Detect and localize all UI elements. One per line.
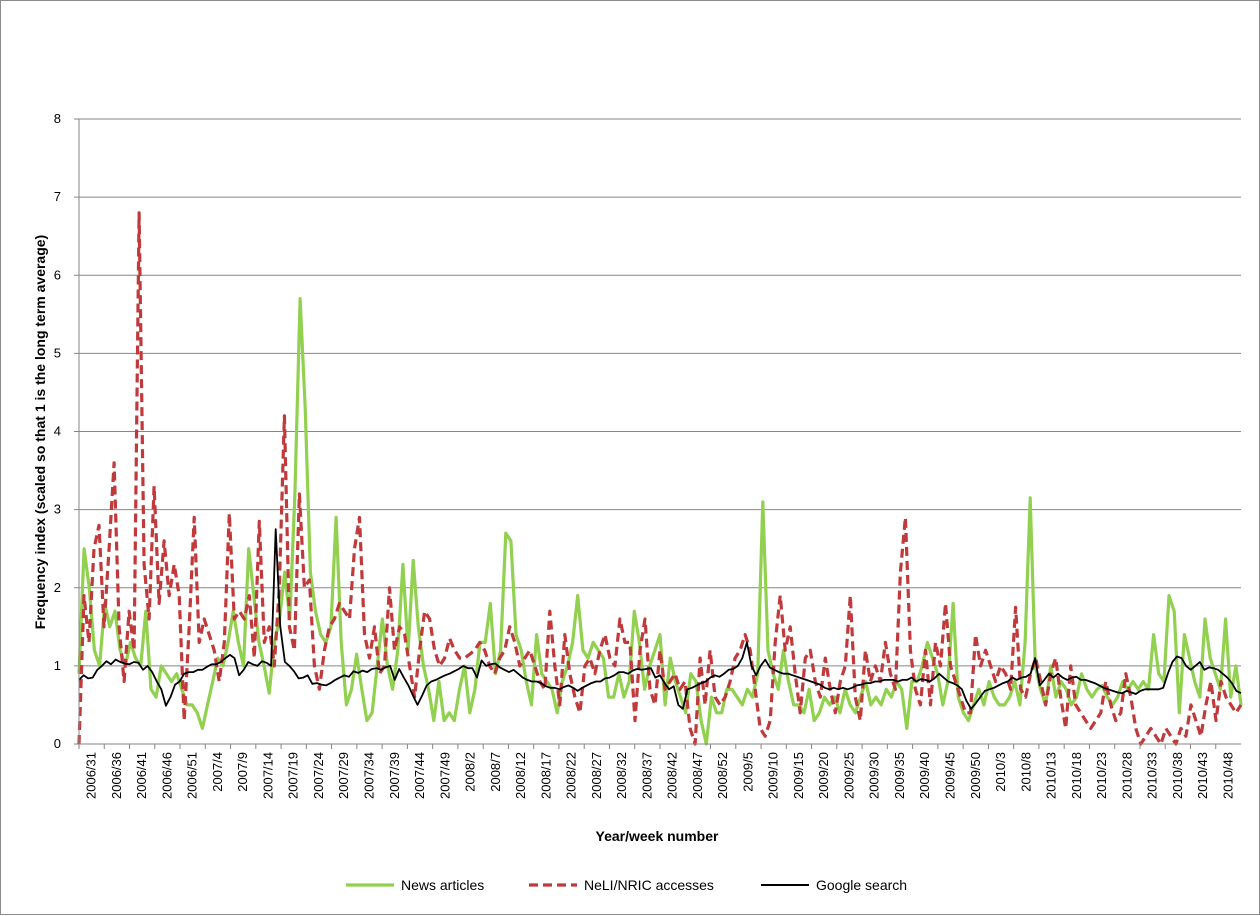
- y-tick-label: 8: [54, 111, 61, 126]
- x-tick-label: 2008/37: [639, 752, 654, 799]
- x-tick-label: 2006/36: [109, 752, 124, 799]
- x-tick-label: 2008/22: [564, 752, 579, 799]
- x-tick-label: 2008/2: [463, 752, 478, 792]
- y-tick-label: 0: [54, 736, 61, 751]
- x-tick-label: 2008/7: [488, 752, 503, 792]
- x-tick-label: 2008/42: [665, 752, 680, 799]
- legend-label: News articles: [401, 877, 484, 893]
- x-tick-label: 2007/34: [362, 752, 377, 799]
- x-axis-ticks: 2006/31 2006/36 2006/41 2006/46 2006/51 2007/…: [78, 744, 1235, 799]
- x-tick-label: 2006/46: [159, 752, 174, 799]
- y-tick-label: 4: [54, 424, 61, 439]
- x-tick-label: 2007/49: [437, 752, 452, 799]
- x-tick-label: 2010/3: [993, 752, 1008, 792]
- x-tick-label: 2009/40: [917, 752, 932, 799]
- x-tick-label: 2007/44: [412, 752, 427, 799]
- x-tick-label: 2007/4: [210, 752, 225, 792]
- legend: News articles NeLI/NRIC accesses Google se…: [346, 877, 907, 893]
- x-tick-label: 2007/29: [336, 752, 351, 799]
- x-tick-label: 2008/47: [690, 752, 705, 799]
- x-tick-label: 2009/50: [968, 752, 983, 799]
- series-line-google-search: [78, 528, 1242, 710]
- x-tick-label: 2010/33: [1145, 752, 1160, 799]
- x-tick-label: 2009/15: [791, 752, 806, 799]
- x-tick-label: 2009/20: [816, 752, 831, 799]
- x-axis-title: Year/week number: [596, 828, 720, 844]
- x-tick-label: 2009/45: [943, 752, 958, 799]
- series-lines: [77, 211, 1243, 746]
- x-tick-label: 2010/8: [1018, 752, 1033, 792]
- x-tick-label: 2007/39: [387, 752, 402, 799]
- x-tick-label: 2007/9: [235, 752, 250, 792]
- x-tick-label: 2007/19: [286, 752, 301, 799]
- x-tick-label: 2008/32: [614, 752, 629, 799]
- x-tick-label: 2008/17: [538, 752, 553, 799]
- x-tick-label: 2007/14: [260, 752, 275, 799]
- y-tick-label: 5: [54, 345, 61, 360]
- y-tick-label: 7: [54, 189, 61, 204]
- gridlines: [79, 118, 1241, 667]
- x-tick-label: 2010/38: [1170, 752, 1185, 799]
- x-tick-label: 2010/18: [1069, 752, 1084, 799]
- y-tick-label: 1: [54, 658, 61, 673]
- x-tick-label: 2008/52: [715, 752, 730, 799]
- x-tick-label: 2008/12: [513, 752, 528, 799]
- x-tick-label: 2009/30: [867, 752, 882, 799]
- x-tick-label: 2009/25: [841, 752, 856, 799]
- x-tick-label: 2006/51: [185, 752, 200, 799]
- y-tick-label: 6: [54, 267, 61, 282]
- y-tick-label: 2: [54, 580, 61, 595]
- x-tick-label: 2006/31: [84, 752, 99, 799]
- x-tick-label: 2009/35: [892, 752, 907, 799]
- x-tick-label: 2010/28: [1119, 752, 1134, 799]
- y-axis-title: Frequency index (scaled so that 1 is the…: [32, 235, 48, 629]
- legend-label: Google search: [816, 877, 907, 893]
- series-line-news-articles: [77, 297, 1243, 746]
- series-line-neli-nric-accesses: [77, 211, 1243, 746]
- y-tick-label: 3: [54, 502, 61, 517]
- x-tick-label: 2010/13: [1044, 752, 1059, 799]
- x-tick-label: 2010/48: [1220, 752, 1235, 799]
- x-tick-label: 2010/23: [1094, 752, 1109, 799]
- y-axis-ticks: 0 1 2 3 4 5 6 7 8: [54, 111, 79, 751]
- x-tick-label: 2010/43: [1195, 752, 1210, 799]
- legend-label: NeLI/NRIC accesses: [584, 877, 714, 893]
- x-tick-label: 2009/10: [766, 752, 781, 799]
- x-tick-label: 2009/5: [740, 752, 755, 792]
- x-tick-label: 2006/41: [134, 752, 149, 799]
- x-tick-label: 2008/27: [589, 752, 604, 799]
- x-tick-label: 2007/24: [311, 752, 326, 799]
